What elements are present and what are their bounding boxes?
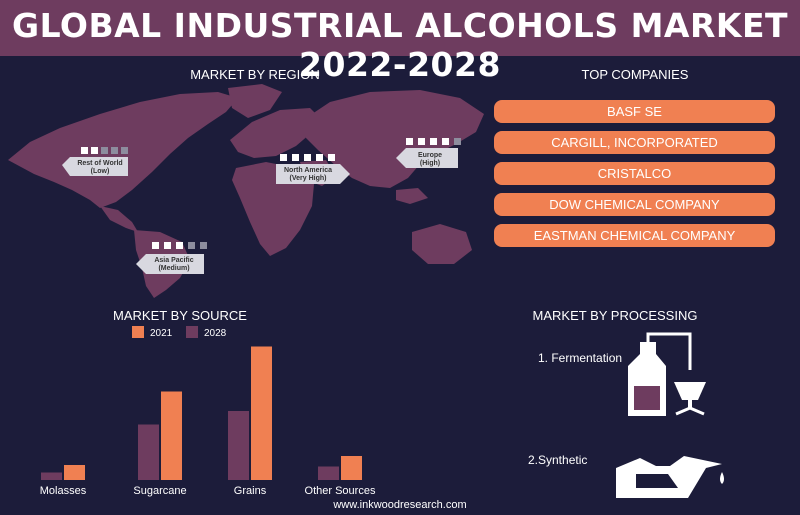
person-icon: [176, 242, 183, 249]
company-item: CRISTALCO: [494, 162, 775, 185]
person-icon: [292, 154, 299, 161]
fermentation-label: 1. Fermentation: [538, 351, 623, 365]
region-name: Asia Pacific: [154, 257, 193, 264]
region-name: Europe: [418, 152, 442, 159]
region-marker-rest-of-world: Rest of World (Low): [62, 147, 128, 176]
legend-swatch-2028: [186, 326, 198, 338]
company-item: DOW CHEMICAL COMPANY: [494, 193, 775, 216]
person-icon: [91, 147, 98, 154]
bar-sugarcane-2021: [161, 391, 182, 480]
person-icon: [188, 242, 195, 249]
source-chart: 2021 2028 Molasses Sugarcane Grains Other Sou…: [40, 326, 376, 497]
region-marker-europe: Europe (High): [396, 138, 461, 168]
person-icon: [442, 138, 449, 145]
continents: [8, 84, 484, 298]
person-icon: [406, 138, 413, 145]
person-icon: [418, 138, 425, 145]
synthetic-icon: [616, 456, 724, 498]
region-level: (Low): [91, 168, 110, 175]
person-icon: [454, 138, 461, 145]
region-level: (Medium): [158, 265, 189, 272]
bar-grains-2028: [228, 411, 249, 480]
processing-heading: MARKET BY PROCESSING: [532, 308, 698, 323]
company-item: BASF SE: [494, 100, 775, 123]
bar-other-sources-2021: [341, 456, 362, 480]
bar-molasses-2021: [64, 465, 85, 480]
person-icon: [430, 138, 437, 145]
category-label: Grains: [234, 485, 267, 497]
legend-swatch-2021: [132, 326, 144, 338]
rating-icons: [152, 242, 207, 249]
legend-label-2028: 2028: [204, 328, 227, 339]
page-title: GLOBAL INDUSTRIAL ALCOHOLS MARKET 2022-2…: [11, 6, 788, 84]
person-icon: [328, 154, 335, 161]
person-icon: [316, 154, 323, 161]
bar-other-sources-2028: [318, 466, 339, 480]
region-name: Rest of World: [77, 160, 122, 167]
company-item: CARGILL, INCORPORATED: [494, 131, 775, 154]
world-map: Rest of World (Low) North America (Very …: [8, 84, 484, 298]
person-icon: [164, 242, 171, 249]
region-name: North America: [284, 167, 332, 174]
person-icon: [152, 242, 159, 249]
title-bar: [0, 0, 800, 56]
rating-icons: [280, 154, 335, 161]
region-heading: MARKET BY REGION: [190, 67, 320, 82]
companies-list: BASF SE CARGILL, INCORPORATED CRISTALCO …: [494, 100, 775, 255]
person-icon: [200, 242, 207, 249]
person-icon: [111, 147, 118, 154]
region-marker-north-america: North America (Very High): [276, 154, 350, 184]
rating-icons: [406, 138, 461, 145]
companies-heading: TOP COMPANIES: [581, 67, 689, 82]
person-icon: [101, 147, 108, 154]
website-footer: www.inkwoodresearch.com: [333, 499, 467, 511]
person-icon: [121, 147, 128, 154]
region-marker-asia-pacific: Asia Pacific (Medium): [136, 242, 207, 274]
source-heading: MARKET BY SOURCE: [113, 308, 247, 323]
bar-sugarcane-2028: [138, 424, 159, 480]
company-item: EASTMAN CHEMICAL COMPANY: [494, 224, 775, 247]
fermentation-icon: [628, 332, 706, 416]
rating-icons: [81, 147, 128, 154]
person-icon: [280, 154, 287, 161]
bar-grains-2021: [251, 346, 272, 480]
region-level: (Very High): [290, 175, 327, 182]
bar-molasses-2028: [41, 472, 62, 480]
category-label: Sugarcane: [133, 485, 186, 497]
category-label: Other Sources: [305, 485, 376, 497]
person-icon: [304, 154, 311, 161]
person-icon: [81, 147, 88, 154]
category-label: Molasses: [40, 485, 87, 497]
region-level: (High): [420, 160, 440, 167]
synthetic-label: 2.Synthetic: [528, 453, 588, 467]
legend-label-2021: 2021: [150, 328, 173, 339]
